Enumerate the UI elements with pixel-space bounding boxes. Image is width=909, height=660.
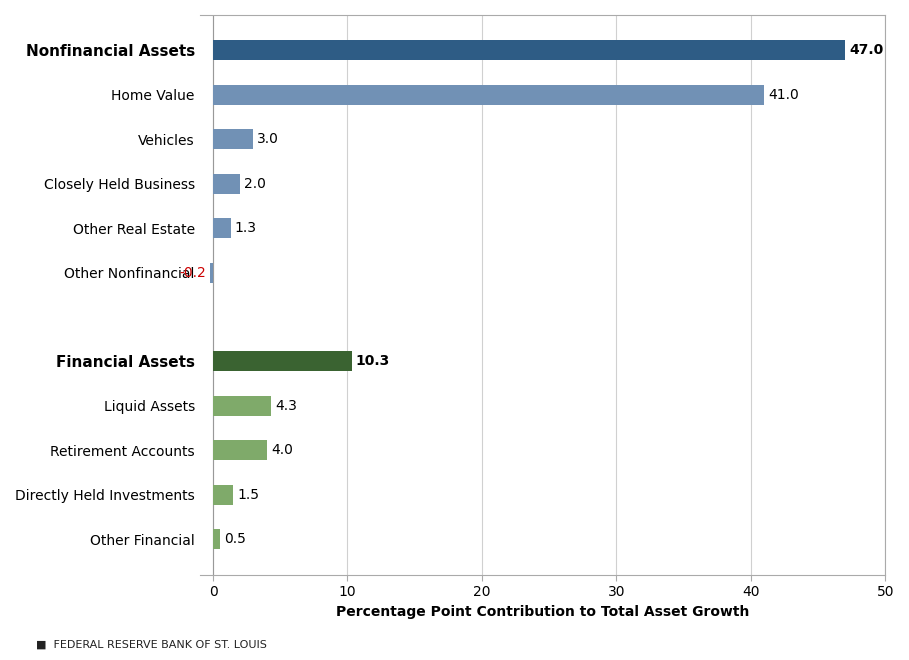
Bar [213,440,267,460]
Bar [213,40,845,61]
Text: 1.3: 1.3 [235,221,256,235]
Text: 41.0: 41.0 [768,88,799,102]
X-axis label: Percentage Point Contribution to Total Asset Growth: Percentage Point Contribution to Total A… [335,605,749,618]
Text: 3.0: 3.0 [257,132,279,147]
Text: 4.3: 4.3 [275,399,296,413]
Bar [213,129,254,149]
Bar [213,396,271,416]
Text: -0.2: -0.2 [180,265,206,280]
Text: 47.0: 47.0 [849,44,884,57]
Bar [213,484,234,505]
Bar [213,218,231,238]
Text: 2.0: 2.0 [244,177,265,191]
Text: 1.5: 1.5 [237,488,259,502]
Text: 10.3: 10.3 [355,354,390,368]
Bar [213,85,764,105]
Text: 0.5: 0.5 [224,532,245,546]
Bar [213,174,240,194]
Bar [213,352,352,372]
Bar [210,263,213,282]
Text: 4.0: 4.0 [271,444,293,457]
Text: ■  FEDERAL RESERVE BANK OF ST. LOUIS: ■ FEDERAL RESERVE BANK OF ST. LOUIS [36,640,267,650]
Bar [213,529,220,549]
